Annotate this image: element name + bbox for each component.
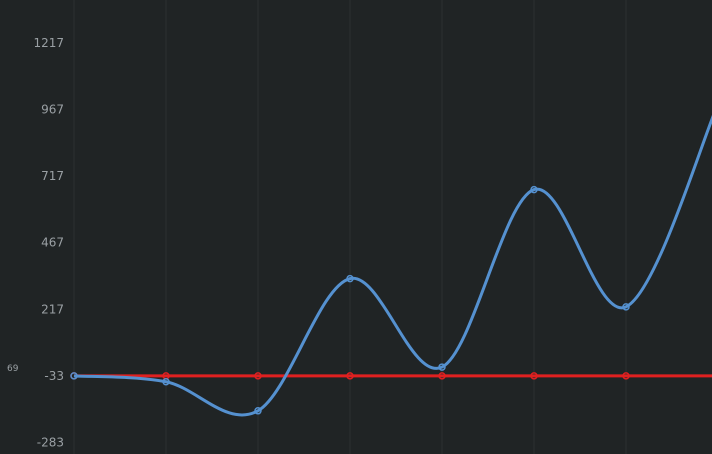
y-tick-label: 967	[41, 102, 64, 116]
data-point	[346, 372, 354, 380]
side-label: 69	[7, 364, 19, 374]
data-point	[622, 372, 630, 380]
data-point	[438, 372, 446, 380]
data-point	[530, 372, 538, 380]
y-axis: -283 -33 217 467 717 967 1217	[33, 36, 64, 450]
series-0	[70, 114, 712, 417]
y-tick-label: 217	[41, 302, 64, 316]
y-tick-label: 717	[41, 169, 64, 183]
data-point	[346, 274, 354, 283]
series-1	[70, 372, 712, 380]
y-tick-label: -283	[37, 436, 64, 450]
y-tick-label: -33	[44, 369, 64, 383]
y-tick-label: 1217	[33, 36, 64, 50]
y-tick-label: 467	[41, 236, 64, 250]
data-point	[438, 363, 446, 371]
data-point	[70, 372, 78, 380]
data-point	[622, 303, 630, 311]
data-point	[254, 372, 262, 380]
data-point	[254, 407, 262, 415]
data-point	[530, 185, 538, 194]
grid	[73, 0, 627, 454]
data-point	[162, 377, 170, 386]
series-line	[73, 114, 712, 417]
series-layer	[70, 114, 712, 417]
